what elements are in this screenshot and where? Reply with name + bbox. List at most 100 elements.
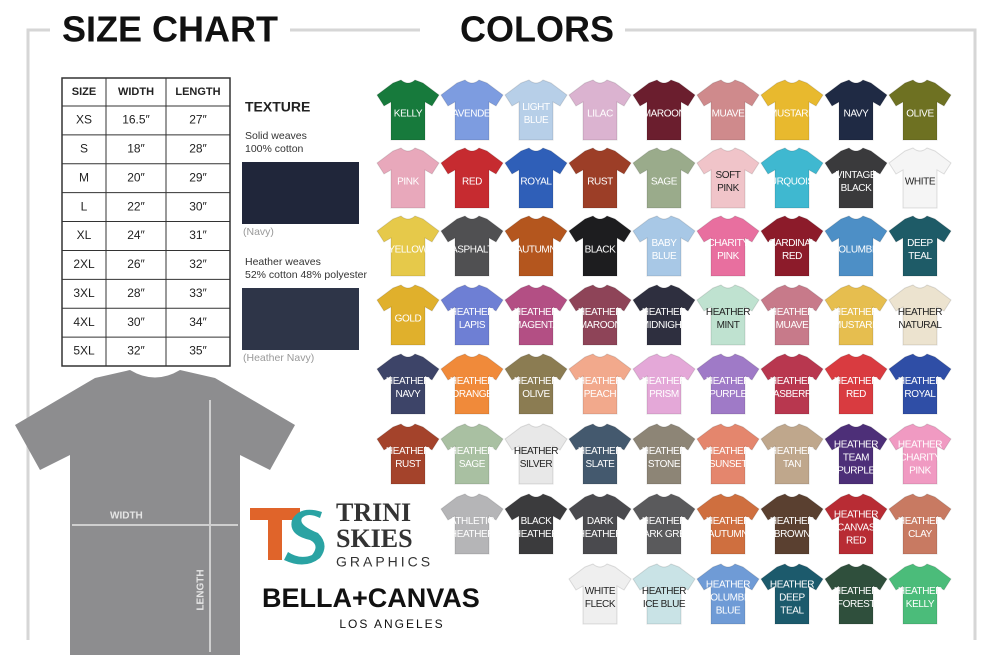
shirt: HEATHER ICE BLUE: [632, 563, 696, 625]
shirt-label: HEATHER: [706, 580, 750, 591]
shirt-body: [632, 284, 696, 346]
shirt: MUAVE: [696, 79, 760, 141]
shirt: CHARITY PINK: [696, 215, 760, 277]
shirt-label: MAROON: [579, 320, 622, 331]
shirt-label: LAVENDER: [447, 109, 497, 120]
shirt: HEATHER AUTUMN: [696, 493, 760, 555]
shirt: TURQUOISE: [760, 147, 824, 209]
shirt-label: DARK GREY: [636, 529, 692, 540]
shirt-label: HEATHER: [386, 446, 430, 457]
shirt-label: HEATHER: [898, 516, 942, 527]
shirt: HEATHER NATURAL: [888, 284, 952, 346]
shirt-body: [504, 215, 568, 277]
shirt-body: [760, 563, 824, 625]
shirt-body: [632, 215, 696, 277]
shirt: HEATHER PURPLE: [696, 353, 760, 415]
shirt-label: HEATHER: [834, 586, 878, 597]
shirt: HEATHER COLUMBIA BLUE: [696, 563, 760, 625]
shirt-body: [632, 493, 696, 555]
shirt: HEATHER SLATE: [568, 423, 632, 485]
tshirt-diagram: [15, 370, 295, 655]
shirt-label: BLUE: [652, 251, 677, 262]
table-cell: 28″: [127, 286, 145, 300]
shirt-label: PRISM: [649, 389, 679, 400]
shirt-label: TEAL: [908, 251, 932, 262]
shirt: HEATHER MUAVE: [760, 284, 824, 346]
shirt: LAVENDER: [440, 79, 504, 141]
shirt-label: PURPLE: [837, 466, 875, 477]
shirt-label: AUTUMN: [516, 245, 557, 256]
shirt-body: [888, 353, 952, 415]
shirt: YELLOW: [376, 215, 440, 277]
shirt-body: [760, 284, 824, 346]
shirt: DARK HEATHER: [568, 493, 632, 555]
table-cell: 24″: [127, 228, 145, 242]
shirt: NAVY: [824, 79, 888, 141]
shirt-label: HEATHER: [578, 376, 622, 387]
table-cell: 35″: [189, 344, 207, 358]
shirt-body: [760, 79, 824, 141]
shirt-label: PINK: [717, 183, 739, 194]
shirt-body: [568, 79, 632, 141]
shirt-body: [696, 284, 760, 346]
shirt-label: NATURAL: [898, 320, 942, 331]
table-cell: M: [79, 170, 89, 184]
table-cell: 16.5″: [122, 113, 150, 127]
shirt-label: BABY: [651, 238, 677, 249]
table-cell: 26″: [127, 257, 145, 271]
logo-trini: TRINI: [336, 498, 411, 527]
shirt-label: MUSTARD: [833, 320, 879, 331]
shirt-label: HEATHER: [514, 376, 558, 387]
shirt-label: HEATHER: [898, 307, 942, 318]
shirt: HEATHER MAGENTA: [504, 284, 568, 346]
shirt: HEATHER TAN: [760, 423, 824, 485]
shirt-label: TEAM: [843, 453, 869, 464]
table-cell: 5XL: [73, 344, 95, 358]
table-cell: S: [80, 142, 88, 156]
shirt-body: [888, 423, 952, 485]
shirt-body: [824, 563, 888, 625]
shirt-label: FOREST: [837, 599, 875, 610]
shirt-body: [376, 353, 440, 415]
colors-grid: KELLY LAVENDER LIGHT BLUE LILAC MAROON MUAVE MU…: [376, 79, 952, 625]
shirt-body: [632, 147, 696, 209]
shirt-label: MUAVE: [712, 109, 746, 120]
table-cell: 4XL: [73, 315, 95, 329]
shirt-label: OLIVE: [522, 389, 550, 400]
shirt-label: MAGENTA: [513, 320, 560, 331]
shirt-body: [376, 284, 440, 346]
shirt-label: KELLY: [906, 599, 935, 610]
shirt: HEATHER ROYAL: [888, 353, 952, 415]
logo-skies: SKIES: [336, 524, 413, 553]
shirt-label: PINK: [909, 466, 931, 477]
shirt-label: HEATHER: [834, 307, 878, 318]
texture-swatch: [242, 162, 359, 224]
shirt-body: [504, 423, 568, 485]
table-cell: 32″: [189, 257, 207, 271]
shirt-label: RED: [846, 389, 866, 400]
shirt-label: SOFT: [715, 170, 740, 181]
shirt-label: RUST: [395, 459, 421, 470]
shirt-label: HEATHER: [642, 586, 686, 597]
shirt-label: PINK: [717, 251, 739, 262]
shirt: HEATHER RUST: [376, 423, 440, 485]
shirt: HEATHER RASBERRY: [760, 353, 824, 415]
shirt-label: AUTUMN: [708, 529, 749, 540]
shirt-label: CHARITY: [707, 238, 749, 249]
shirt-label: MINT: [717, 320, 740, 331]
shirt-label: NAVY: [396, 389, 422, 400]
shirt-label: HEATHER: [514, 446, 558, 457]
shirt-label: ICE BLUE: [643, 599, 686, 610]
shirt: SOFT PINK: [696, 147, 760, 209]
shirt: ROYAL: [504, 147, 568, 209]
shirt-label: HEATHER: [770, 307, 814, 318]
shirt-label: WHITE: [905, 177, 936, 188]
shirt-label: MAROON: [643, 109, 686, 120]
shirt-label: DARK: [587, 516, 614, 527]
shirt-body: [504, 79, 568, 141]
shirt-label: DEEP: [779, 593, 805, 604]
table-header: LENGTH: [175, 86, 220, 98]
shirt: HEATHER RED: [824, 353, 888, 415]
shirt: PINK: [376, 147, 440, 209]
